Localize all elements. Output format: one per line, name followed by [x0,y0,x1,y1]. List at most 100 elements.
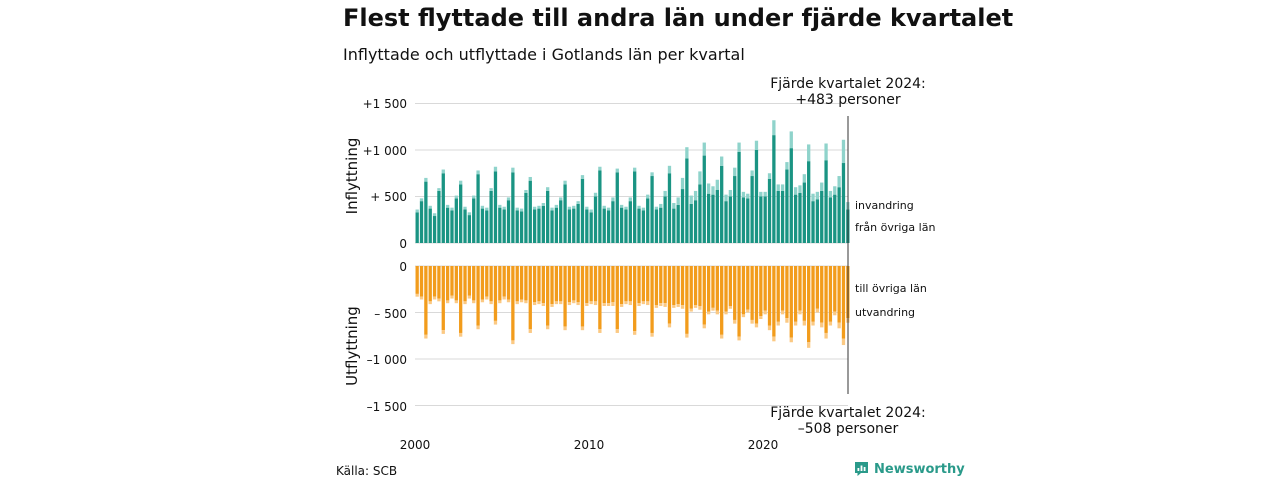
bar-in-invandring [493,166,498,172]
annotation-bottom-line2: –508 personer [798,421,899,437]
bar-in-fran-ovriga-lan [589,212,593,243]
bar-out-till-ovriga-lan [837,266,841,323]
bar-out-till-ovriga-lan [698,266,702,306]
brand-logo: Newsworthy [854,461,965,477]
bar-in-fran-ovriga-lan [763,196,767,243]
bars [415,120,850,348]
legend-invandring: invandring [855,199,914,212]
x-tick-2020: 2020 [748,438,779,452]
bar-out-utvandring [489,301,493,305]
bar-in-invandring [424,177,428,182]
bar-out-till-ovriga-lan [793,266,798,322]
bar-out-utvandring [641,301,646,305]
bar-in-invandring [524,189,528,193]
bar-in-fran-ovriga-lan [807,161,811,243]
bar-out-utvandring [650,332,654,337]
bar-in-invandring [450,207,454,211]
bar-out-utvandring [463,301,467,305]
bar-out-till-ovriga-lan [524,266,528,301]
bar-out-till-ovriga-lan [720,266,724,335]
bar-out-utvandring [841,338,846,346]
bar-out-utvandring [598,329,602,333]
bar-out-utvandring [437,298,441,302]
bar-in-invandring [498,204,502,208]
bar-in-invandring [680,177,685,190]
source-note: Källa: SCB [336,464,398,478]
bar-out-till-ovriga-lan [754,266,759,324]
bar-in-invandring [489,188,493,191]
bar-in-fran-ovriga-lan [767,178,772,243]
bar-in-fran-ovriga-lan [428,208,432,243]
bar-out-utvandring [419,296,424,300]
bar-out-till-ovriga-lan [789,266,793,338]
bar-out-utvandring [633,331,637,335]
bar-out-utvandring [589,301,593,305]
bar-in-fran-ovriga-lan [624,209,628,243]
bar-out-till-ovriga-lan [646,266,650,302]
bar-out-utvandring [424,334,428,339]
annotation-bottom-line1: Fjärde kvartalet 2024: [770,405,926,421]
bar-in-fran-ovriga-lan [546,190,550,243]
bar-in-invandring [780,184,785,191]
bar-out-utvandring [698,305,702,310]
bar-in-invandring [641,207,646,211]
bar-out-till-ovriga-lan [841,266,846,339]
bar-out-till-ovriga-lan [772,266,776,337]
bar-out-till-ovriga-lan [711,266,715,308]
bar-out-till-ovriga-lan [619,266,624,305]
bar-out-till-ovriga-lan [659,266,663,304]
bar-out-till-ovriga-lan [667,266,672,324]
bar-out-till-ovriga-lan [528,266,532,330]
bar-in-invandring [511,167,515,173]
bar-in-invandring [445,204,450,208]
bar-in-invandring [802,174,806,183]
bar-out-utvandring [833,311,837,316]
bar-out-utvandring [480,299,485,303]
bar-in-invandring [502,206,506,210]
bar-out-till-ovriga-lan [541,266,545,304]
bar-out-till-ovriga-lan [615,266,619,330]
bar-in-invandring [693,190,698,201]
bar-out-till-ovriga-lan [515,266,519,302]
bar-in-invandring [685,147,689,159]
bar-in-fran-ovriga-lan [706,193,711,243]
bar-out-utvandring [554,301,559,305]
bar-out-till-ovriga-lan [485,266,489,297]
bar-in-fran-ovriga-lan [698,184,702,243]
bar-out-utvandring [667,323,672,328]
bar-in-fran-ovriga-lan [720,165,724,243]
bar-in-invandring [576,201,580,204]
bar-out-utvandring [763,310,767,315]
bar-out-utvandring [811,321,815,326]
bar-in-fran-ovriga-lan [750,176,754,243]
bar-in-invandring [567,206,572,210]
bar-in-fran-ovriga-lan [602,208,606,243]
bar-in-fran-ovriga-lan [467,215,472,243]
bar-out-till-ovriga-lan [428,266,432,302]
bar-out-till-ovriga-lan [554,266,559,302]
bar-out-till-ovriga-lan [767,266,772,326]
bar-in-invandring [772,120,776,136]
bar-in-invandring [537,205,541,209]
chart-subtitle: Inflyttade och utflyttade i Gotlands län… [343,45,745,64]
bar-out-utvandring [759,316,763,320]
bar-out-utvandring [580,326,585,331]
bar-out-till-ovriga-lan [702,266,706,325]
bar-in-invandring [480,205,485,209]
bar-in-fran-ovriga-lan [772,135,776,243]
bar-in-fran-ovriga-lan [646,198,650,243]
bar-in-fran-ovriga-lan [450,210,454,243]
bar-in-invandring [711,186,715,195]
newsworthy-logo-icon [854,461,869,477]
bar-out-till-ovriga-lan [741,266,746,315]
bar-out-utvandring [532,302,537,306]
bar-out-utvandring [572,300,576,304]
bar-in-invandring [546,187,550,191]
bar-in-fran-ovriga-lan [798,192,802,243]
bar-in-fran-ovriga-lan [441,173,445,243]
bar-in-fran-ovriga-lan [563,184,567,243]
bar-in-fran-ovriga-lan [693,200,698,243]
bar-in-invandring [759,191,763,197]
bar-in-invandring [633,167,637,172]
bar-out-till-ovriga-lan [663,266,667,304]
